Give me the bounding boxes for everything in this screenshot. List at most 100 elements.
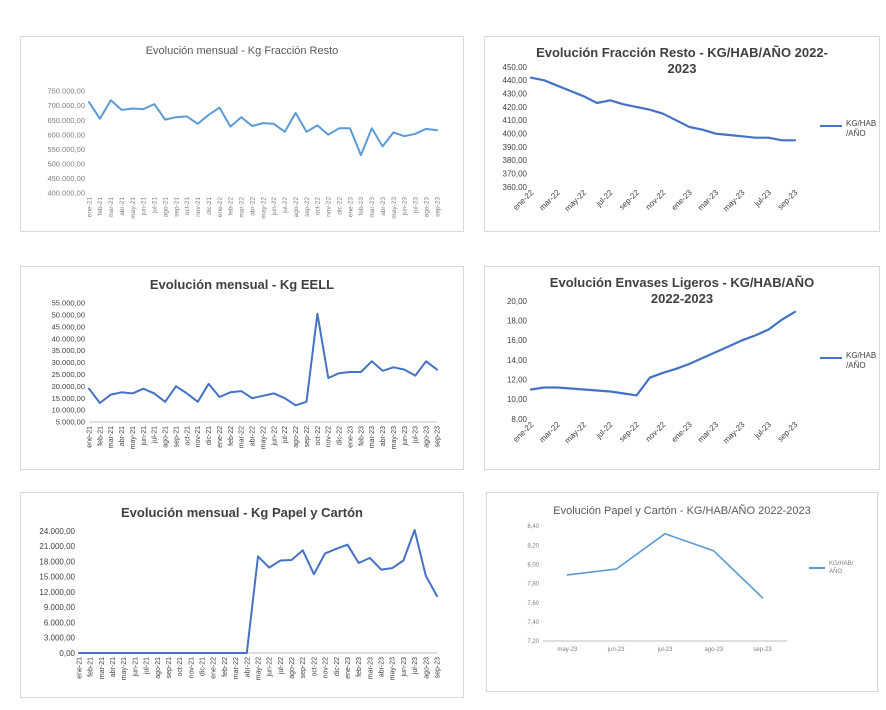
data-point xyxy=(197,123,199,125)
data-point xyxy=(327,134,329,136)
x-tick-label: feb-22 xyxy=(222,657,229,677)
data-point xyxy=(596,389,598,391)
y-tick-label: 16,00 xyxy=(507,336,528,345)
x-tick-label: nov-22 xyxy=(326,197,333,217)
x-tick-label: oct-22 xyxy=(315,426,322,446)
data-point xyxy=(120,391,122,393)
chart-title: Evolución mensual - Kg Fracción Resto xyxy=(145,45,339,57)
x-tick-label: nov-21 xyxy=(195,426,202,448)
data-point xyxy=(349,371,351,373)
x-tick-label: jul-21 xyxy=(144,657,151,675)
data-point xyxy=(403,135,405,137)
x-tick-label: ene-23 xyxy=(347,426,354,448)
chart-title: Evolución Fracción Resto - KG/HAB/AÑO 20… xyxy=(536,45,828,77)
y-tick-label: 24.000,00 xyxy=(39,527,75,536)
x-tick-label: nov-22 xyxy=(323,657,330,679)
line-chart: 7,20 7,40 7,60 7,80 8,00 8,20 8,40 may-23 jun-23… xyxy=(527,524,787,653)
x-tick-label: mar-22 xyxy=(239,426,246,448)
data-point xyxy=(622,392,624,394)
data-point xyxy=(251,125,253,127)
x-tick-label: may-22 xyxy=(563,420,589,446)
data-point xyxy=(268,566,270,568)
x-tick-label: dic-21 xyxy=(206,197,213,215)
x-tick-label: nov-22 xyxy=(644,420,668,444)
data-point xyxy=(357,562,359,564)
data-point xyxy=(316,124,318,126)
data-point xyxy=(402,559,404,561)
data-point xyxy=(338,127,340,129)
data-point xyxy=(569,90,571,92)
data-point xyxy=(360,371,362,373)
x-tick-label: sep-23 xyxy=(776,420,800,444)
y-tick-label: 25.000,00 xyxy=(52,370,85,379)
x-tick-label: ago-23 xyxy=(423,197,430,218)
y-tick-label: 7,40 xyxy=(527,620,539,626)
line-chart: 5.000,00 10.000,00 15.000,00 20.000,00 25.00… xyxy=(52,299,442,450)
y-tick-label: 410,00 xyxy=(503,116,528,125)
y-tick-label: 15.000,00 xyxy=(52,394,85,403)
y-tick-label: 650.000,00 xyxy=(47,116,85,125)
data-point xyxy=(728,345,730,347)
data-point xyxy=(781,318,783,320)
data-point xyxy=(229,125,231,127)
series-line xyxy=(529,76,797,142)
y-tick-label: 450,00 xyxy=(503,63,528,72)
data-point xyxy=(413,529,415,531)
data-point xyxy=(556,84,558,86)
y-tick-label: 7,60 xyxy=(527,601,539,607)
chart-title: Evolución Envases Ligeros - KG/HAB/AÑO 2… xyxy=(549,275,815,307)
data-point xyxy=(335,548,337,550)
x-tick-label: sep-23 xyxy=(776,188,800,212)
legend-label: KG/HAB /AÑO xyxy=(846,119,877,139)
x-tick-label: jul-23 xyxy=(413,426,420,444)
data-point xyxy=(175,116,177,118)
x-tick-label: jun-23 xyxy=(401,657,408,678)
chart-panel-envases-ligeros-kghab: Evolución Envases Ligeros - KG/HAB/AÑO 2… xyxy=(484,266,880,470)
y-tick-label: 7,20 xyxy=(527,639,539,645)
x-tick-label: mar-23 xyxy=(369,426,376,448)
x-tick-label: may-22 xyxy=(563,188,589,214)
data-point xyxy=(543,386,545,388)
chart-legend: KG/HAB /AÑO xyxy=(820,119,876,140)
x-tick-label: feb-22 xyxy=(228,197,235,216)
x-tick-label: oct-22 xyxy=(315,197,322,215)
x-tick-label: nov-21 xyxy=(188,657,195,679)
x-tick-label: feb-21 xyxy=(88,657,95,677)
chart-title: Evolución mensual - Kg EELL xyxy=(149,277,335,292)
x-tick-label: ago-21 xyxy=(155,657,162,679)
x-tick-label: may-23 xyxy=(391,197,398,219)
data-point xyxy=(622,103,624,105)
chart-legend: KG/HAB /AÑO xyxy=(820,351,876,372)
y-tick-label: 450.000,00 xyxy=(47,174,85,183)
data-point xyxy=(662,372,664,374)
data-point xyxy=(761,597,763,599)
x-tick-label: jun-23 xyxy=(402,426,409,447)
line-chart: 400.000,00 450.000,00 500.000,00 550.000,00… xyxy=(47,87,441,219)
x-tick-label: abr-22 xyxy=(244,657,251,677)
data-point xyxy=(234,652,236,654)
y-tick-label: 30.000,00 xyxy=(52,358,85,367)
data-point xyxy=(142,108,144,110)
data-point xyxy=(153,103,155,105)
x-tick-label: jun-21 xyxy=(132,657,139,678)
line-chart: 360,00 370,00 380,00 390,00 400,00 410,00 420,… xyxy=(503,63,800,214)
y-tick-label: 380,00 xyxy=(503,156,528,165)
data-point xyxy=(134,652,136,654)
y-tick-label: 400,00 xyxy=(503,129,528,138)
x-tick-label: sep-22 xyxy=(617,420,641,444)
x-tick-label: jul-22 xyxy=(594,188,615,209)
data-point xyxy=(754,334,756,336)
y-tick-label: 700.000,00 xyxy=(47,101,85,110)
x-tick-label: may-23 xyxy=(557,647,578,653)
data-point xyxy=(100,652,102,654)
y-tick-label: 8,20 xyxy=(527,543,539,549)
x-tick-label: may-23 xyxy=(390,657,397,680)
data-point xyxy=(145,652,147,654)
data-point xyxy=(436,595,438,597)
data-point xyxy=(392,131,394,133)
x-tick-label: sep-22 xyxy=(617,188,641,212)
y-tick-label: 10,00 xyxy=(507,395,528,404)
data-point xyxy=(110,99,112,101)
x-tick-label: oct-21 xyxy=(184,426,191,446)
x-tick-label: jul-22 xyxy=(278,657,285,675)
